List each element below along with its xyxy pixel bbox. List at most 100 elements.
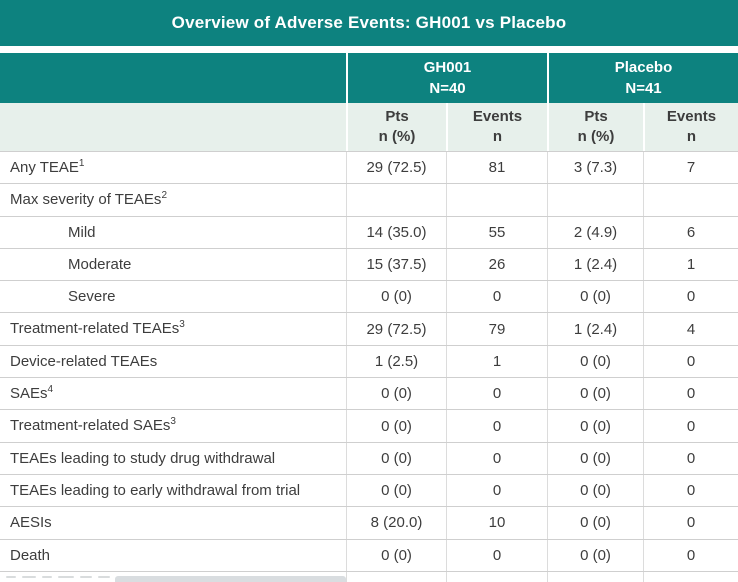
table-row: Any TEAE1 29 (72.5) 81 3 (7.3) 7	[0, 152, 738, 185]
cell-placebo-pts	[547, 184, 643, 216]
cell-placebo-pts: 1 (2.4)	[547, 313, 643, 345]
cell-gh001-events: 0	[446, 410, 547, 442]
table-row: Treatment-related TEAEs3 29 (72.5) 79 1 …	[0, 313, 738, 346]
footnote-superscript: 2	[161, 190, 167, 202]
cell-placebo-events: 0	[643, 281, 738, 313]
table-row: AESIs 8 (20.0) 10 0 (0) 0	[0, 507, 738, 540]
column-header-placebo-events: Events n	[643, 103, 738, 151]
table-row: Max severity of TEAEs2	[0, 184, 738, 217]
cell-gh001-pts: 1 (2.5)	[346, 345, 446, 378]
cell-gh001-pts: 29 (72.5)	[346, 313, 446, 345]
cell-gh001-pts: 8 (20.0)	[346, 507, 446, 539]
cell-gh001-events: 79	[446, 313, 547, 345]
column-header-placebo-pts: Pts n (%)	[547, 103, 643, 151]
table-row: Treatment-related SAEs3 0 (0) 0 0 (0) 0	[0, 410, 738, 443]
clipped-footnote-text	[80, 575, 92, 578]
cell-placebo-events: 0	[643, 474, 738, 507]
row-label: Max severity of TEAEs2	[10, 190, 167, 209]
cell-gh001-events: 55	[446, 216, 547, 248]
cell-placebo-events: 1	[643, 248, 738, 281]
cell-gh001-events: 0	[446, 539, 547, 571]
cell-placebo-events: 6	[643, 216, 738, 248]
table-row: Severe 0 (0) 0 0 (0) 0	[0, 281, 738, 314]
cell-placebo-events: 0	[643, 442, 738, 474]
row-label: Device-related TEAEs	[10, 352, 158, 370]
cell-placebo-pts: 0 (0)	[547, 378, 643, 410]
cell-placebo-pts: 3 (7.3)	[547, 152, 643, 184]
row-label: Any TEAE1	[10, 158, 85, 177]
cell-placebo-pts: 1 (2.4)	[547, 248, 643, 281]
cell-gh001-pts	[346, 184, 446, 216]
page-title: Overview of Adverse Events: GH001 vs Pla…	[171, 13, 567, 32]
table-body: Any TEAE1 29 (72.5) 81 3 (7.3) 7 Max sev…	[0, 152, 738, 572]
group-header-gh001: GH001 N=40	[346, 53, 547, 103]
group-n: N=41	[625, 80, 662, 97]
table-column-header: Pts n (%) Events n Pts n (%) Events n	[0, 103, 738, 152]
column-header-spacer	[0, 103, 346, 151]
title-gap	[0, 46, 738, 53]
column-divider	[346, 571, 347, 582]
clipped-footnote-text	[22, 575, 36, 578]
footnote-superscript: 4	[47, 384, 54, 396]
column-divider	[446, 571, 447, 582]
cell-placebo-pts: 0 (0)	[547, 281, 643, 313]
row-label: SAEs4	[10, 384, 54, 403]
group-header-placebo: Placebo N=41	[547, 53, 738, 103]
group-header-spacer	[0, 53, 346, 103]
cell-gh001-events: 0	[446, 442, 547, 474]
cell-placebo-pts: 0 (0)	[547, 410, 643, 442]
cell-gh001-events: 26	[446, 248, 547, 281]
group-n: N=40	[429, 80, 466, 97]
column-header-gh001-pts: Pts n (%)	[346, 103, 446, 151]
title-bar: Overview of Adverse Events: GH001 vs Pla…	[0, 0, 738, 46]
cell-gh001-events: 1	[446, 345, 547, 378]
row-label: TEAEs leading to early withdrawal from t…	[10, 481, 301, 499]
cell-gh001-events: 0	[446, 281, 547, 313]
cell-placebo-pts: 2 (4.9)	[547, 216, 643, 248]
table-group-header: GH001 N=40 Placebo N=41	[0, 53, 738, 103]
clipped-footnote-text	[42, 575, 52, 578]
cell-placebo-pts: 0 (0)	[547, 507, 643, 539]
cell-gh001-pts: 0 (0)	[346, 442, 446, 474]
row-label: Death	[10, 546, 51, 564]
cell-placebo-events: 7	[643, 152, 738, 184]
clipped-footnote-text	[6, 575, 16, 578]
cell-gh001-events: 0	[446, 378, 547, 410]
cell-gh001-pts: 15 (37.5)	[346, 248, 446, 281]
cell-gh001-events: 10	[446, 507, 547, 539]
row-label: AESIs	[10, 514, 52, 532]
footnote-superscript: 3	[170, 416, 176, 428]
column-header-gh001-events: Events n	[446, 103, 547, 151]
row-label: TEAEs leading to study drug withdrawal	[10, 449, 276, 467]
cell-gh001-pts: 0 (0)	[346, 410, 446, 442]
cell-placebo-pts: 0 (0)	[547, 442, 643, 474]
row-label: Treatment-related SAEs3	[10, 416, 176, 435]
cell-gh001-pts: 0 (0)	[346, 281, 446, 313]
clipped-footnote-text	[98, 575, 110, 578]
cell-placebo-events	[643, 184, 738, 216]
cell-gh001-pts: 14 (35.0)	[346, 216, 446, 248]
clipped-footnote-highlight	[115, 575, 346, 582]
cell-placebo-events: 0	[643, 539, 738, 571]
cell-placebo-events: 4	[643, 313, 738, 345]
cell-placebo-pts: 0 (0)	[547, 539, 643, 571]
cell-gh001-events	[446, 184, 547, 216]
row-label: Severe	[68, 288, 116, 306]
group-name: GH001	[423, 59, 472, 76]
row-label: Moderate	[68, 255, 132, 273]
cell-gh001-events: 0	[446, 474, 547, 507]
cell-placebo-events: 0	[643, 507, 738, 539]
cell-placebo-events: 0	[643, 410, 738, 442]
row-label: Treatment-related TEAEs3	[10, 319, 185, 338]
footnote-superscript: 1	[78, 158, 85, 169]
cell-gh001-pts: 0 (0)	[346, 474, 446, 507]
table-row: Device-related TEAEs 1 (2.5) 1 0 (0) 0	[0, 345, 738, 379]
table-row: TEAEs leading to study drug withdrawal 0…	[0, 442, 738, 475]
group-name: Placebo	[614, 59, 673, 76]
cell-gh001-pts: 29 (72.5)	[346, 152, 446, 184]
footnote-superscript: 3	[179, 319, 185, 331]
table-row: SAEs4 0 (0) 0 0 (0) 0	[0, 378, 738, 411]
cell-gh001-pts: 0 (0)	[346, 539, 446, 571]
table-row: Moderate 15 (37.5) 26 1 (2.4) 1	[0, 248, 738, 282]
